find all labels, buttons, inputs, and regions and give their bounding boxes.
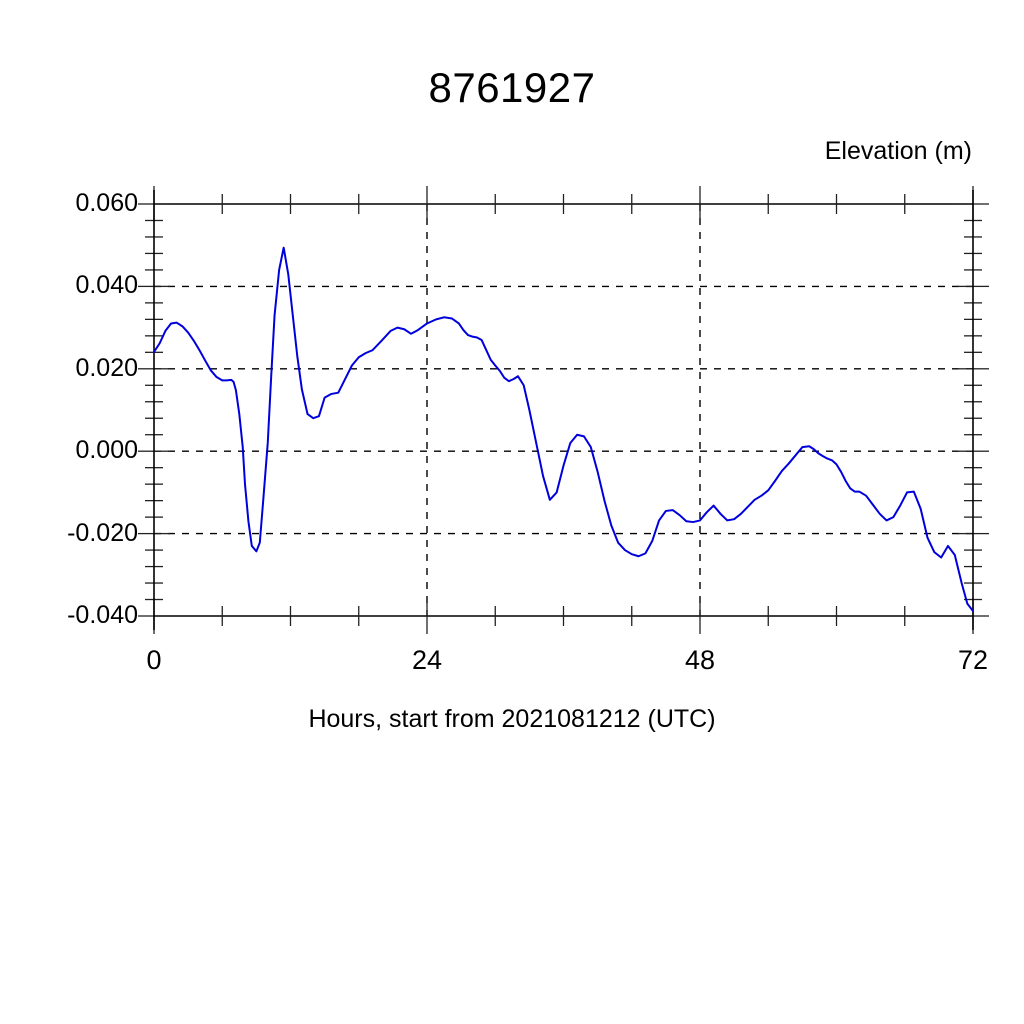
page-title: 8761927 bbox=[428, 64, 596, 111]
y-tick-label: 0.060 bbox=[75, 189, 138, 217]
gridlines bbox=[154, 203, 973, 617]
y-tick-label: -0.020 bbox=[67, 518, 138, 547]
y-axis-label: Elevation (m) bbox=[824, 137, 972, 165]
x-tick-label: 48 bbox=[684, 645, 716, 675]
x-tick-label: 24 bbox=[411, 645, 443, 675]
plot-frame bbox=[153, 190, 974, 630]
data-series bbox=[153, 246, 974, 613]
y-tick-label: -0.040 bbox=[67, 601, 138, 629]
x-axis-label: Hours, start from 2021081212 (UTC) bbox=[308, 705, 716, 733]
x-tick-label: 72 bbox=[957, 645, 989, 675]
axis-ticks bbox=[138, 186, 989, 634]
y-tick-label: 0.040 bbox=[75, 271, 138, 300]
x-tick-label: 0 bbox=[146, 645, 162, 675]
y-tick-label: 0.000 bbox=[75, 436, 138, 465]
y-tick-label: 0.020 bbox=[75, 353, 138, 382]
